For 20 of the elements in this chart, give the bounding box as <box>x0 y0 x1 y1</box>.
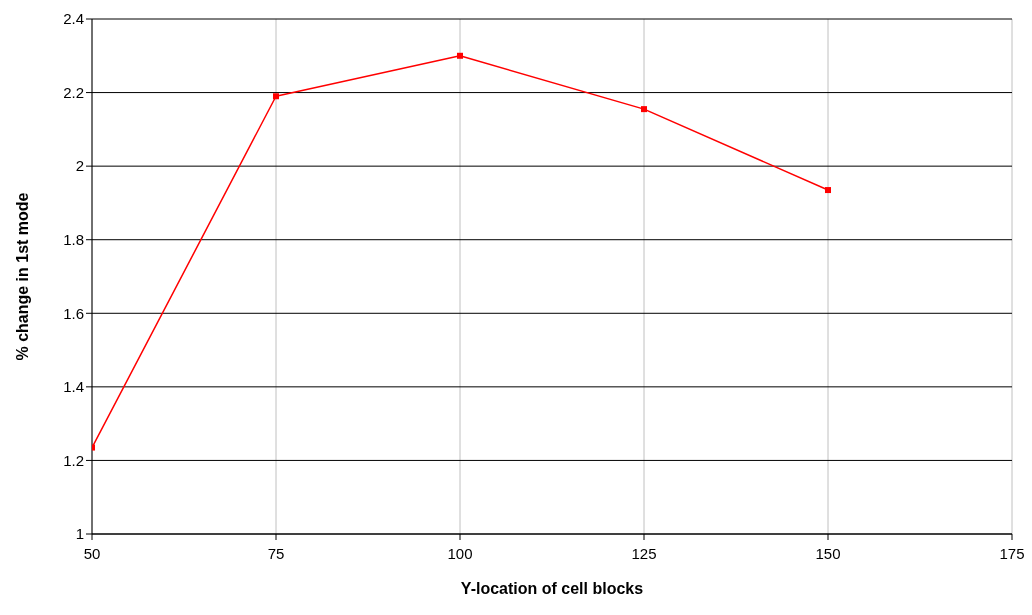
point <box>641 106 647 113</box>
y-tick-label: 1.2 <box>63 451 84 469</box>
y-tick-label: 1.6 <box>63 304 84 322</box>
y-tick-label: 2.4 <box>63 10 84 28</box>
y-tick-label: 2.2 <box>63 83 84 101</box>
y-tick-label: 2 <box>75 157 84 175</box>
x-tick-label: 175 <box>999 544 1025 562</box>
y-tick-label: 1.8 <box>63 231 84 249</box>
y-tick-label: 1 <box>75 525 84 543</box>
x-tick-label: 75 <box>267 544 285 562</box>
y-tick-label: 1.4 <box>63 378 84 396</box>
point <box>273 93 279 100</box>
point <box>825 187 831 194</box>
x-tick-label: 50 <box>83 544 101 562</box>
x-axis-title: Y-location of cell blocks <box>460 580 644 597</box>
x-tick-label: 100 <box>447 544 473 562</box>
y-axis-title: % change in 1st mode <box>13 192 31 361</box>
x-tick-label: 150 <box>815 544 841 562</box>
x-tick-label: 125 <box>631 544 657 562</box>
point <box>457 52 463 59</box>
